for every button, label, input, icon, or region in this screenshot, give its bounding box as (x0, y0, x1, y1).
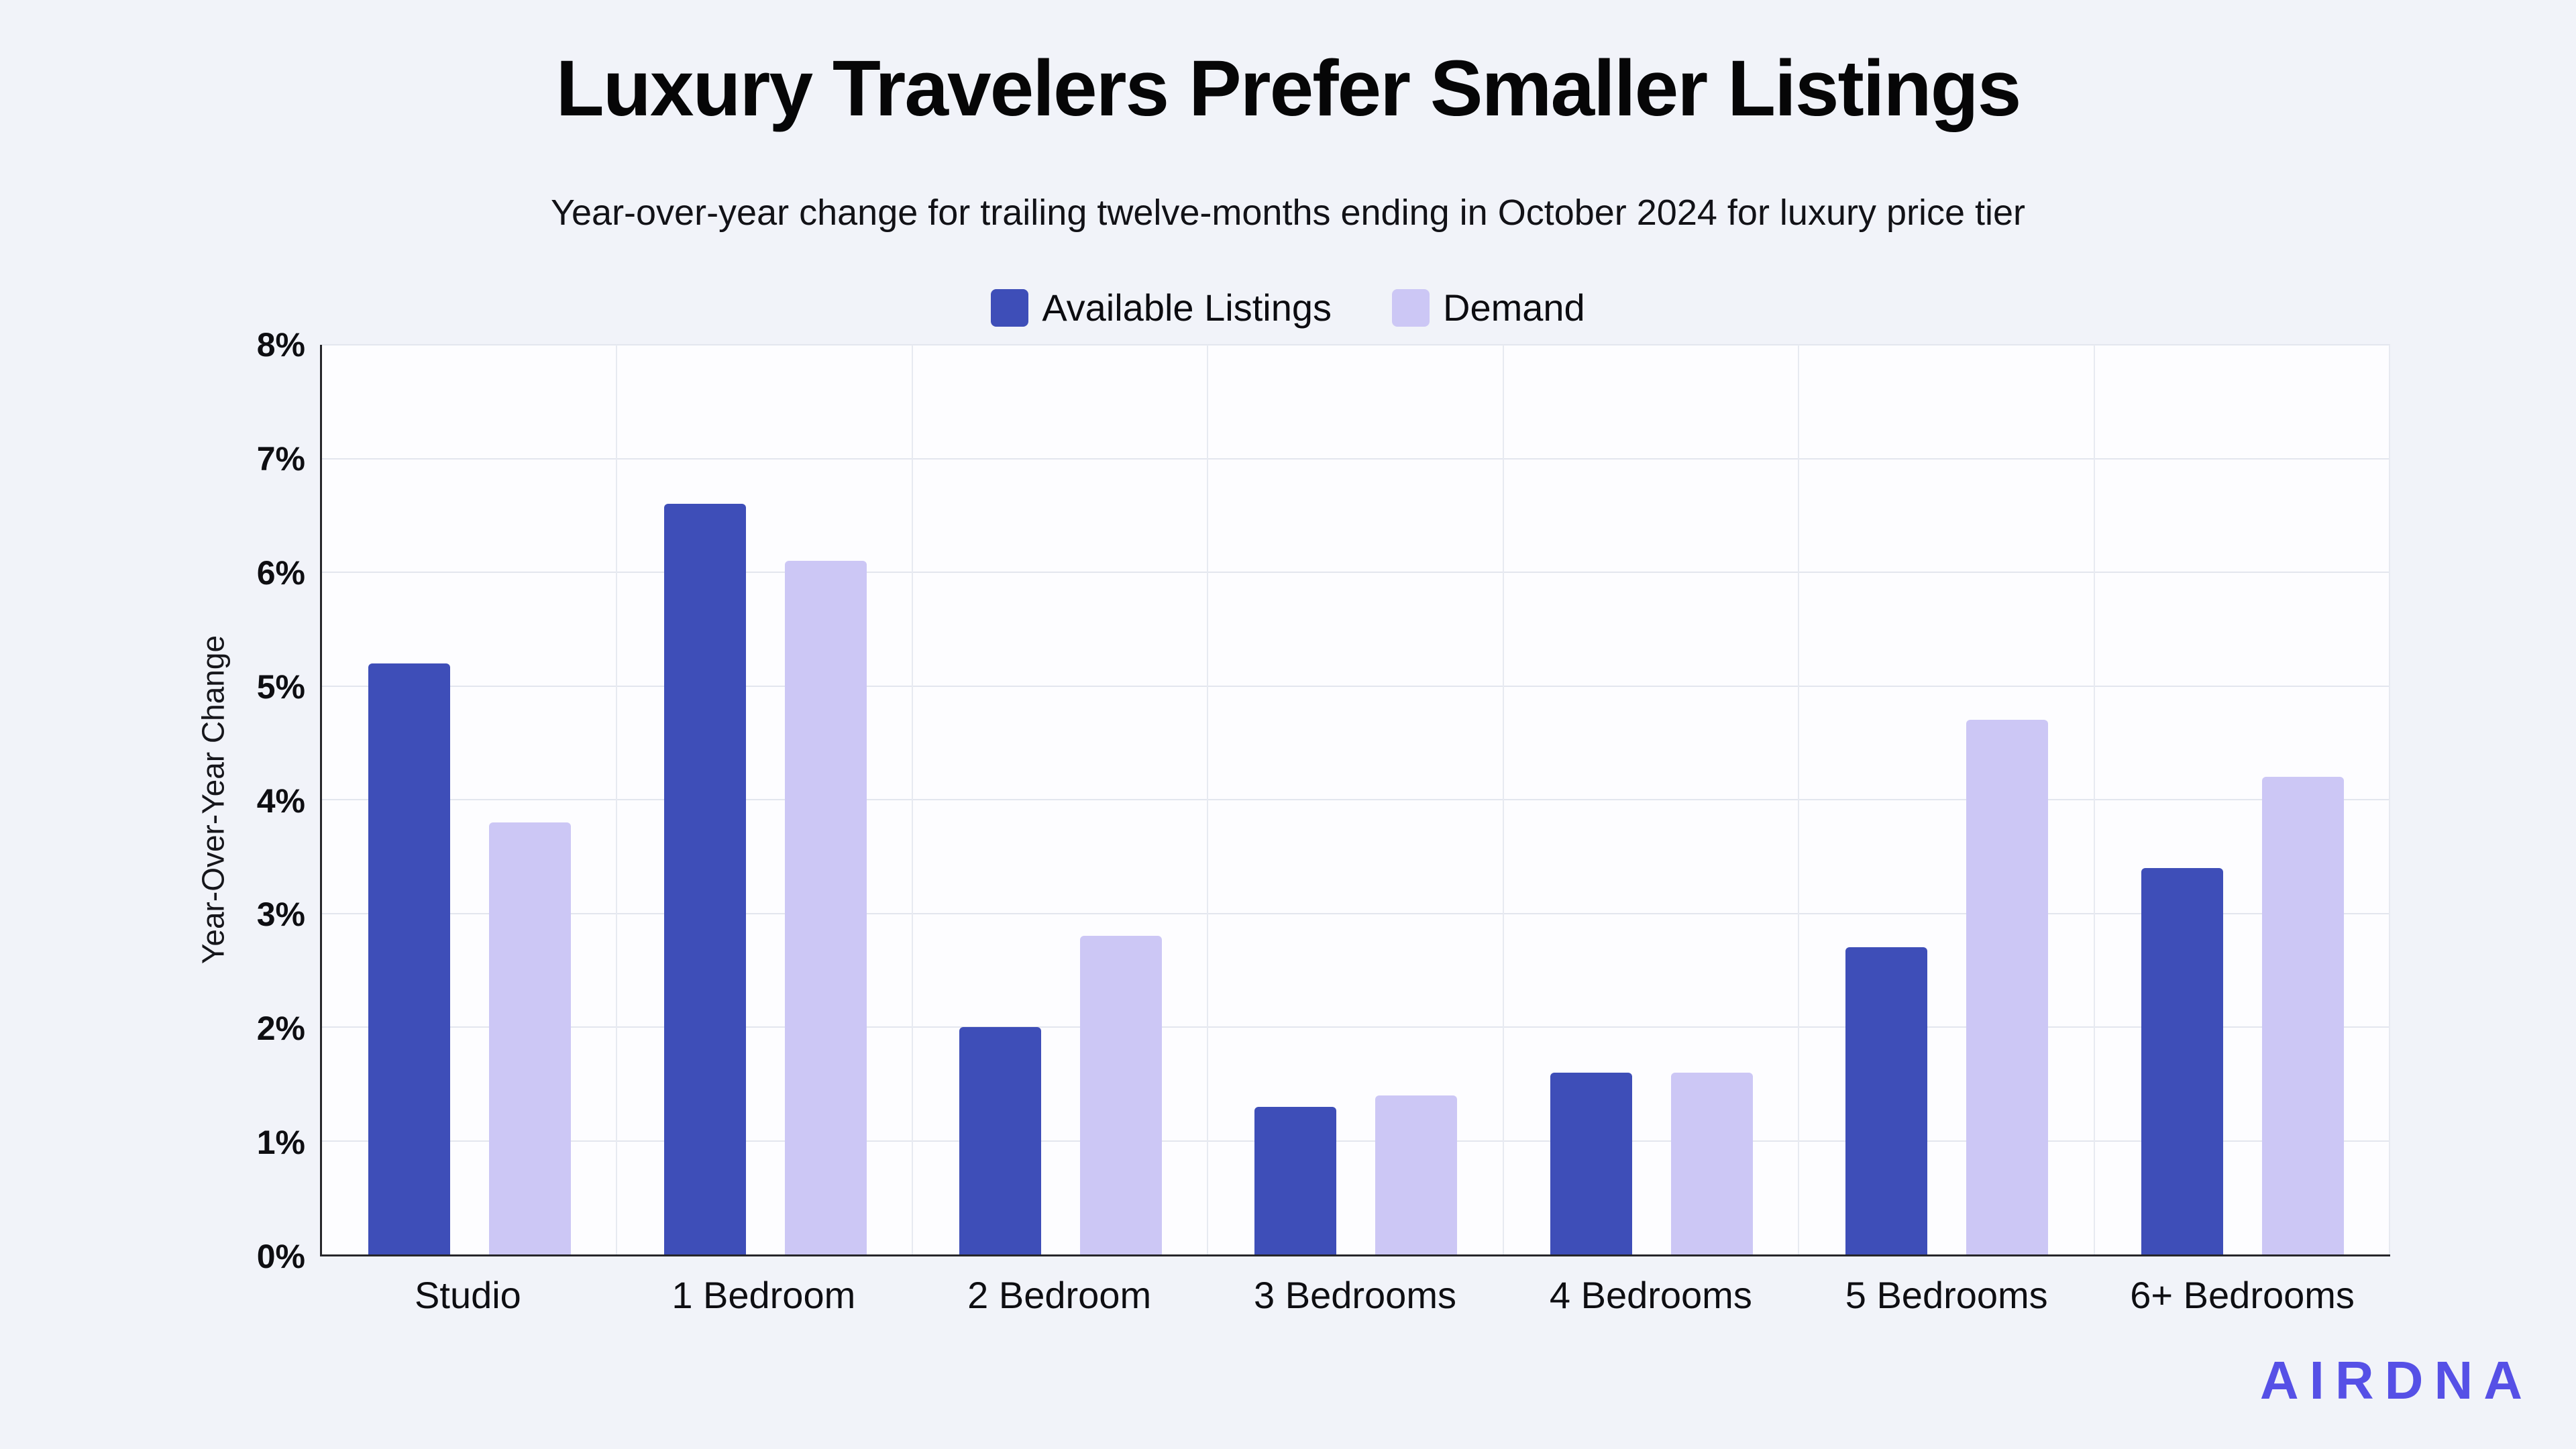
bar-demand-1-bedroom (784, 561, 867, 1254)
y-tick-label: 7% (256, 439, 305, 478)
legend: Available Listings Demand (0, 286, 2576, 329)
gridline-vertical (1502, 345, 1504, 1254)
bar-group-5-bedrooms (1799, 345, 2094, 1254)
gridline-vertical (1207, 345, 1209, 1254)
bar-groups (322, 345, 2390, 1254)
gridline-vertical (2389, 345, 2390, 1254)
chart-title: Luxury Travelers Prefer Smaller Listings (555, 44, 2022, 133)
bar-available-listings-2-bedroom (959, 1027, 1042, 1254)
y-tick-label: 8% (256, 326, 305, 364)
gridline-vertical (911, 345, 913, 1254)
x-category-label: 4 Bedrooms (1549, 1274, 1752, 1316)
gridline-vertical (2093, 345, 2095, 1254)
gridline-horizontal (322, 799, 2390, 800)
legend-item-available-listings: Available Listings (991, 286, 1332, 329)
airdna-logo: AIRDNA (2259, 1350, 2533, 1410)
legend-label: Available Listings (1042, 286, 1332, 329)
bar-demand-4-bedrooms (1670, 1072, 1753, 1254)
legend-swatch-available-listings (991, 288, 1029, 327)
chart-subtitle: Year-over-year change for trailing twelv… (550, 193, 2026, 233)
bar-demand-2-bedroom (1080, 936, 1163, 1254)
bar-group-studio (322, 345, 617, 1254)
gridline-horizontal (322, 572, 2390, 573)
bar-available-listings-4-bedrooms (1550, 1072, 1632, 1254)
bar-available-listings-6-bedrooms (2141, 867, 2223, 1254)
bar-available-listings-1-bedroom (663, 504, 746, 1254)
gridline-horizontal (322, 1026, 2390, 1028)
gridline-horizontal (322, 912, 2390, 914)
legend-item-demand: Demand (1392, 286, 1585, 329)
y-tick-label: 1% (256, 1124, 305, 1162)
bar-available-listings-3-bedrooms (1254, 1106, 1337, 1254)
bar-demand-studio (489, 822, 572, 1254)
y-tick-label: 3% (256, 896, 305, 934)
gridline-vertical (616, 345, 618, 1254)
bar-group-4-bedrooms (1504, 345, 1799, 1254)
y-tick-label: 5% (256, 667, 305, 706)
gridline-horizontal (322, 458, 2390, 460)
bar-demand-6-bedrooms (2261, 777, 2344, 1254)
y-axis-tick-labels: 0% 1% 2% 3% 4% 5% 6% 7% 8% (161, 328, 305, 1273)
x-category-label: 2 Bedroom (967, 1274, 1152, 1316)
bar-group-6-bedrooms (2095, 345, 2390, 1254)
bar-demand-5-bedrooms (1966, 720, 2049, 1254)
bar-group-3-bedrooms (1208, 345, 1503, 1254)
legend-label: Demand (1443, 286, 1585, 329)
gridline-vertical (1798, 345, 1800, 1254)
bar-available-listings-5-bedrooms (1845, 947, 1928, 1254)
y-tick-label: 6% (256, 553, 305, 592)
bar-group-1-bedroom (617, 345, 912, 1254)
gridline-horizontal (322, 1140, 2390, 1142)
y-tick-label: 0% (256, 1238, 305, 1275)
x-category-label: 1 Bedroom (672, 1274, 856, 1316)
y-tick-label: 4% (256, 782, 305, 820)
plot-area (320, 344, 2390, 1256)
legend-swatch-demand (1392, 288, 1430, 327)
gridline-horizontal (322, 344, 2390, 345)
bar-group-2-bedroom (913, 345, 1208, 1254)
x-axis-labels: Studio 1 Bedroom 2 Bedroom 3 Bedrooms 4 Bedr… (320, 1273, 2390, 1317)
x-category-label: Studio (415, 1274, 521, 1316)
x-category-label: 5 Bedrooms (1845, 1274, 2048, 1316)
x-category-label: 6+ Bedrooms (2130, 1274, 2355, 1316)
bar-available-listings-studio (368, 663, 451, 1254)
x-category-label: 3 Bedrooms (1254, 1274, 1456, 1316)
bar-demand-3-bedrooms (1375, 1095, 1458, 1254)
y-tick-label: 2% (256, 1010, 305, 1048)
gridline-horizontal (322, 685, 2390, 687)
